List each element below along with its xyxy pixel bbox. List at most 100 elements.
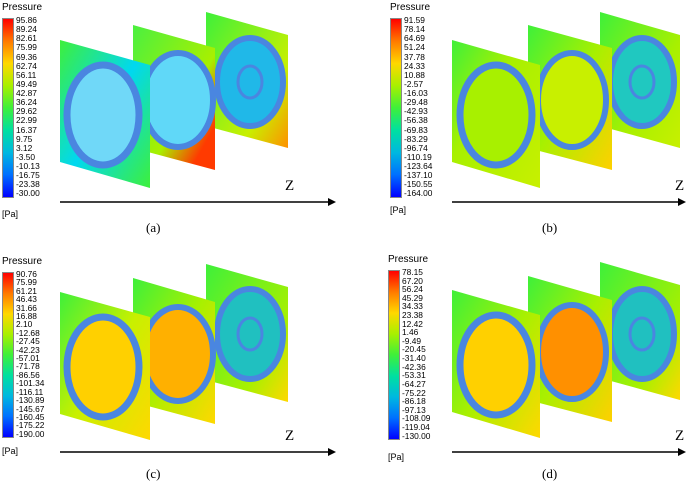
legend-title: Pressure: [390, 2, 431, 13]
panel-d: Pressure 78.15 67.20 56.24 45.29 34.33 23.38 1…: [350, 242, 700, 484]
disc-3-hub: [236, 64, 264, 100]
legend-tick: 9.75: [16, 133, 33, 144]
legend-tick: -56.38: [404, 115, 428, 126]
legend-title: Pressure: [388, 254, 429, 265]
legend-tick: -9.49: [402, 335, 422, 346]
legend-tick: -16.03: [404, 88, 428, 98]
legend-tick: 95.86: [16, 15, 37, 25]
legend-tick: 56.11: [16, 69, 37, 80]
legend-tick: -27.45: [16, 336, 40, 347]
panel-c-slices: [60, 264, 336, 456]
legend-tick: -20.45: [402, 344, 426, 355]
legend-ticks: 90.76 75.99 61.21 46.43 31.66 16.88 2.10 -12.68…: [16, 270, 45, 439]
legend-tick: -101.34: [16, 378, 45, 389]
z-axis-label: Z: [285, 428, 295, 444]
legend-tick: 31.66: [16, 302, 37, 313]
legend-tick: 29.62: [16, 106, 37, 117]
legend-tick: -53.31: [402, 370, 426, 381]
legend-tick: -64.27: [402, 378, 426, 389]
legend-tick: 64.69: [404, 33, 425, 44]
legend-tick: -69.83: [404, 124, 428, 135]
legend-tick: 16.37: [16, 124, 37, 135]
legend-tick: -160.45: [16, 411, 45, 422]
legend-tick: 36.24: [16, 97, 37, 108]
colorbar: [390, 18, 402, 198]
legend-tick: -119.04: [402, 421, 430, 432]
legend-tick: 75.99: [16, 42, 37, 53]
legend-tick: -97.13: [402, 404, 426, 415]
legend-tick: -130.89: [16, 395, 45, 406]
legend-tick: -145.67: [16, 403, 45, 414]
legend-tick: -96.74: [404, 142, 428, 153]
legend-tick: -2.57: [404, 78, 424, 89]
legend-tick: -164.00: [404, 188, 433, 199]
disc-3-ring: [607, 35, 677, 129]
caption: (c): [146, 466, 161, 481]
legend-tick: -12.68: [16, 327, 40, 338]
disc-3-hub: [628, 64, 656, 100]
legend-tick: -3.50: [16, 151, 36, 162]
legend-tick: -86.18: [402, 396, 426, 407]
legend-tick: 34.33: [402, 301, 423, 312]
legend-tick: -116.11: [16, 386, 44, 397]
legend-tick: 23.38: [402, 310, 423, 321]
legend-tick: -110.19: [404, 151, 432, 162]
panel-a-slices: [60, 12, 336, 206]
legend-tick: -75.22: [402, 387, 426, 398]
legend-tick: -130.00: [402, 430, 431, 441]
legend-tick: 62.74: [16, 60, 37, 71]
legend-ticks: 91.59 78.14 64.69 51.24 37.78 24.33 10.88 -2.57…: [404, 16, 432, 198]
disc-3-ring: [607, 286, 677, 382]
legend-tick: -150.55: [404, 179, 433, 190]
legend-tick: 61.21: [16, 285, 37, 296]
legend-title: Pressure: [2, 2, 43, 13]
panel-a: Pressure 95.86 89.24 82.61 75.99 69.36 62.74 5…: [0, 0, 350, 242]
panel-b: Pressure 91.59 78.14 64.69 51.24 37.78 24.33 1…: [350, 0, 700, 242]
z-axis-arrow: [678, 198, 686, 206]
legend-tick: 10.88: [404, 69, 425, 80]
legend-tick: 89.24: [16, 24, 37, 35]
legend-tick: -30.00: [16, 188, 40, 199]
disc-2-ring: [140, 50, 216, 150]
disc-1-ring: [456, 61, 536, 169]
legend-unit: [Pa]: [2, 209, 19, 219]
legend-tick: 1.46: [402, 327, 419, 338]
legend-tick: -23.38: [16, 179, 40, 190]
disc-2-ring: [535, 302, 609, 402]
legend-tick: 75.99: [16, 277, 37, 288]
legend-tick: 56.24: [402, 284, 423, 295]
legend-tick: 51.24: [404, 42, 425, 53]
legend-tick: -108.09: [402, 413, 431, 424]
disc-3-ring: [214, 35, 286, 129]
legend-tick: 69.36: [16, 51, 37, 62]
legend-tick: -175.22: [16, 420, 45, 431]
colorbar: [2, 272, 14, 438]
legend-tick: -123.64: [404, 161, 433, 171]
disc-3-hub: [236, 316, 264, 352]
disc-1-ring: [63, 61, 143, 169]
legend-tick: 91.59: [404, 15, 425, 25]
disc-2-ring: [535, 50, 609, 150]
legend-tick: 16.88: [16, 311, 37, 322]
legend-tick: 78.15: [402, 267, 423, 277]
z-axis-label: Z: [675, 428, 685, 444]
legend-tick: -42.93: [404, 106, 428, 117]
legend-tick: 49.49: [16, 78, 37, 89]
legend-tick: -42.23: [16, 344, 40, 355]
legend-ticks: 78.15 67.20 56.24 45.29 34.33 23.38 12.42 1.46-…: [402, 268, 430, 440]
z-axis-label: Z: [675, 178, 685, 194]
legend-tick: -190.00: [16, 428, 45, 439]
caption: (d): [542, 466, 558, 481]
legend-tick: 22.99: [16, 115, 37, 126]
colorbar: [2, 18, 14, 198]
z-axis-arrow: [328, 448, 336, 456]
legend-tick: -83.29: [404, 133, 428, 144]
panel-c: Pressure 90.76 75.99 61.21 46.43 31.66 16.88 2…: [0, 242, 350, 484]
legend-tick: 12.42: [402, 318, 423, 329]
legend-tick: 2.10: [16, 319, 33, 330]
legend-tick: -71.78: [16, 361, 40, 372]
legend-title: Pressure: [2, 256, 43, 267]
z-axis-arrow: [328, 198, 336, 206]
disc-3-hub: [628, 316, 656, 352]
legend-unit: [Pa]: [2, 446, 19, 456]
